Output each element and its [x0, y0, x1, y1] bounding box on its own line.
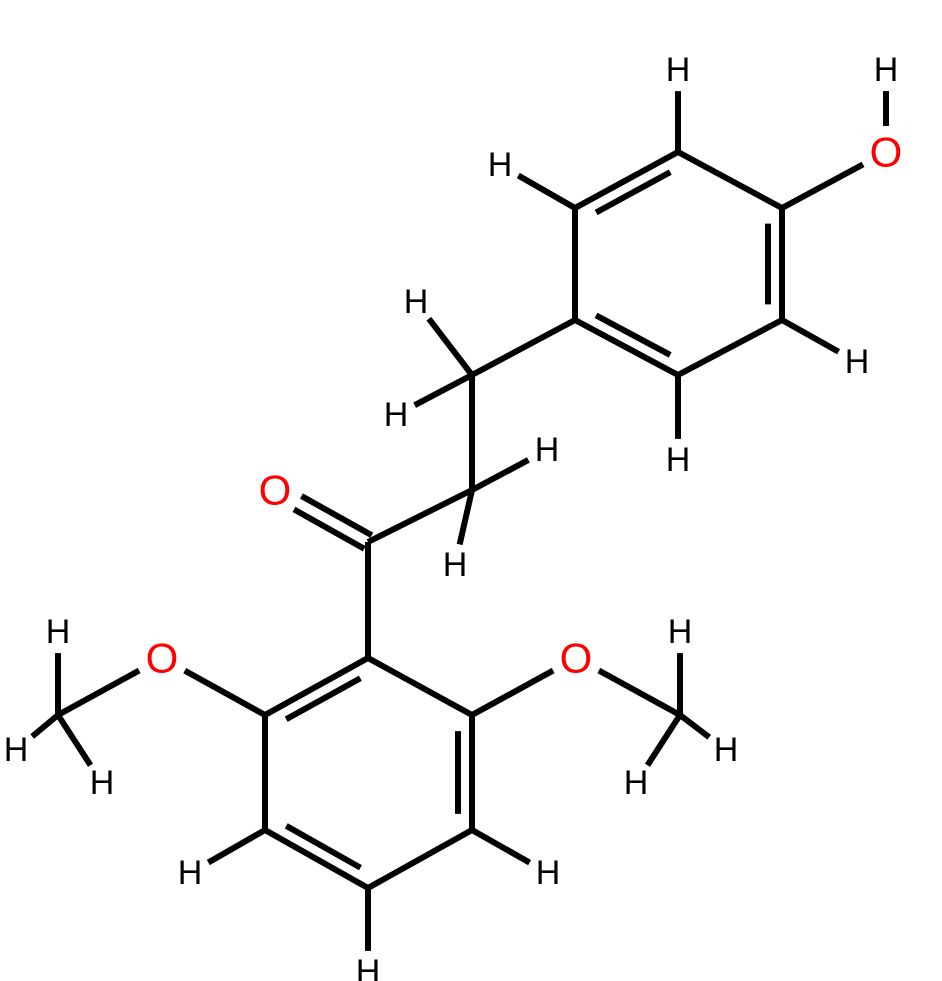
bond-single	[680, 715, 709, 737]
atom-h: H	[46, 613, 71, 651]
atom-h: H	[178, 854, 203, 892]
bonds-layer	[32, 91, 886, 951]
atom-o: O	[146, 635, 179, 682]
atom-h: H	[356, 953, 381, 981]
bond-single	[58, 671, 139, 715]
bond-single	[472, 460, 528, 490]
bond-single	[368, 490, 472, 542]
bond-single	[782, 164, 863, 208]
atom-h: H	[536, 854, 561, 892]
bond-single	[472, 320, 575, 375]
bond-main	[265, 830, 368, 888]
bond-single	[58, 715, 91, 765]
bond-single	[678, 320, 782, 375]
atom-h: H	[488, 146, 513, 184]
molecule-diagram: O O O O H H H H H H H H H H H H H H H H H H	[0, 0, 942, 981]
atom-h: H	[384, 396, 409, 434]
bond-single	[518, 175, 575, 208]
atom-h: H	[90, 764, 115, 802]
bond-dbl	[301, 496, 371, 535]
atom-h: H	[4, 731, 29, 769]
atom-h: H	[624, 764, 649, 802]
bond-main	[265, 658, 368, 715]
bond-single	[599, 671, 680, 715]
bond-single	[415, 375, 472, 405]
atom-h: H	[845, 343, 870, 381]
bond-single	[429, 319, 472, 375]
bond-single	[368, 658, 472, 715]
atom-h: H	[714, 731, 739, 769]
bond-single	[678, 152, 782, 208]
bond-single	[208, 830, 265, 863]
atom-h: H	[874, 51, 899, 89]
atom-h: H	[666, 441, 691, 479]
bond-single	[368, 830, 472, 888]
bond-single	[32, 715, 58, 737]
bond-single	[185, 671, 265, 715]
atom-o: O	[259, 467, 292, 514]
atom-h: H	[535, 431, 560, 469]
atom-h: H	[443, 546, 468, 584]
atom-o: O	[560, 635, 593, 682]
atom-h: H	[666, 51, 691, 89]
bond-dbl	[294, 509, 364, 548]
atom-o: O	[870, 129, 903, 176]
bond-main	[575, 152, 678, 208]
bond-single	[472, 671, 553, 715]
bond-single	[782, 320, 839, 352]
bond-single	[472, 830, 530, 863]
atom-h: H	[668, 613, 693, 651]
atom-h: H	[404, 283, 429, 321]
bond-single	[647, 715, 680, 765]
